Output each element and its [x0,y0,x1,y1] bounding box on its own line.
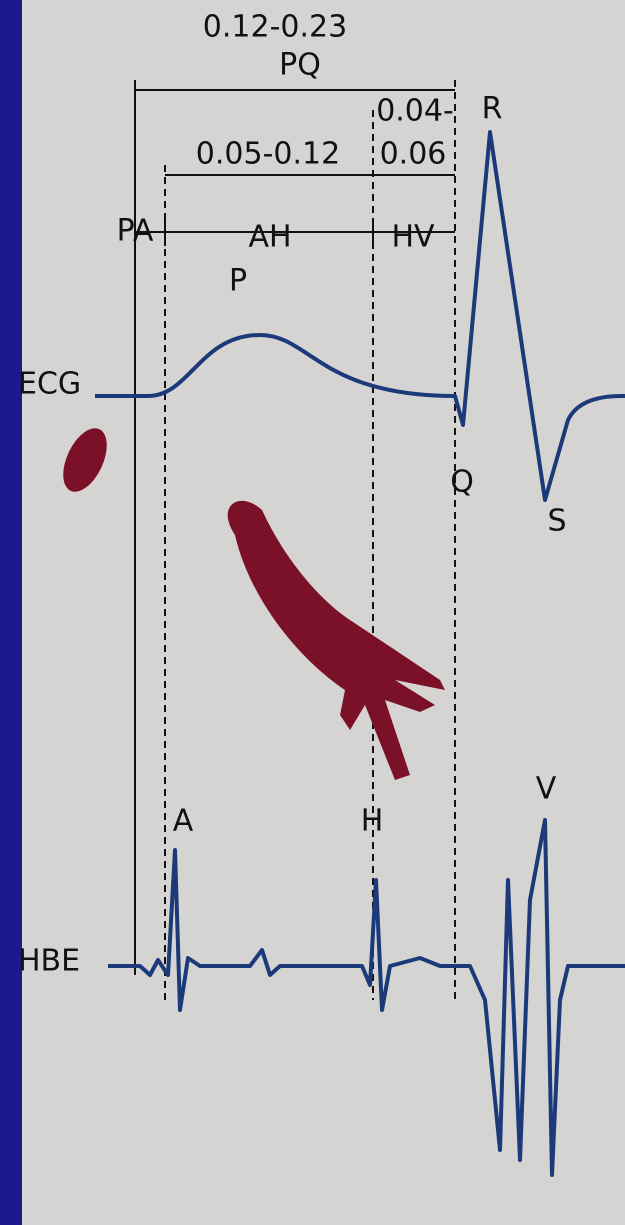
sa-node [54,422,115,499]
ah-range: 0.05-0.12 [196,137,340,172]
segment-label: PA [117,214,154,249]
segment-label: AH [248,220,291,255]
wave-label: R [482,92,503,127]
wave-label: V [536,772,557,807]
wave-label: P [229,264,247,299]
wave-label: S [547,504,566,539]
pq-range: 0.12-0.23 [203,10,347,45]
ecg-label: ECG [18,367,81,402]
segment-label: HV [391,220,435,255]
qrs-range-bottom: 0.06 [380,137,447,172]
wave-label: H [361,804,384,839]
pq-label: PQ [279,48,321,83]
wave-label: Q [450,465,474,500]
hbe-label: HBE [18,944,80,979]
ecg-trace [95,132,625,500]
wave-label: A [173,804,194,839]
left-border [0,0,22,1225]
hbe-trace [108,820,625,1175]
qrs-range-top: 0.04- [376,94,454,129]
his-bundle [228,501,445,780]
diagram: 0.12-0.23 PQ 0.04- 0.05-0.12 0.06 PA AH … [0,0,625,1225]
